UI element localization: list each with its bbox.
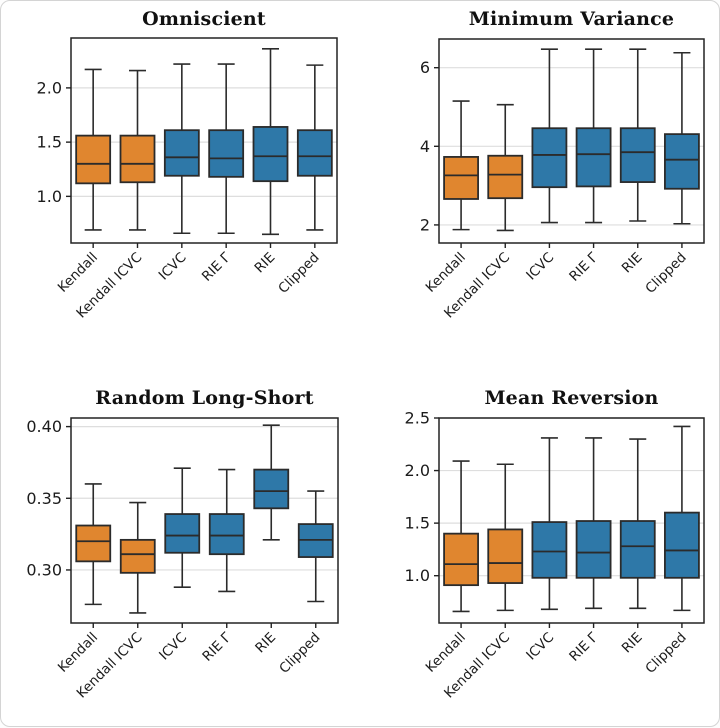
- axes-spine: [438, 38, 705, 244]
- axes-spine: [438, 417, 705, 624]
- ytick-label: 2.0: [405, 461, 430, 480]
- box-RIE: [253, 424, 290, 541]
- ytick-label: 0.30: [26, 560, 62, 579]
- box-ICVC: [531, 48, 568, 224]
- iqr-box: [487, 154, 524, 200]
- xtick-label: RIE: [619, 630, 646, 657]
- xtick-label: RIE: [619, 250, 646, 277]
- ytick-label: 2: [420, 215, 430, 234]
- xtick-label: RIE Γ: [566, 629, 601, 664]
- box-Kendall ICVC: [487, 103, 524, 232]
- box-RIE Γ: [208, 63, 245, 235]
- axes-spine: [70, 37, 338, 244]
- ytick-label: 2.5: [405, 409, 430, 428]
- iqr-box: [119, 538, 156, 574]
- iqr-box: [253, 468, 290, 510]
- iqr-box: [252, 126, 289, 183]
- xtick-label: ICVC: [156, 630, 190, 664]
- box-Kendall: [75, 68, 112, 231]
- box-ICVC: [164, 467, 201, 588]
- iqr-box: [75, 524, 112, 563]
- box-Kendall ICVC: [487, 463, 524, 612]
- xtick-label: ICVC: [523, 630, 557, 664]
- xtick-label: ICVC: [156, 250, 190, 284]
- box-ICVC: [531, 437, 568, 611]
- iqr-box: [443, 532, 479, 587]
- subplot-title-minimum-variance: Minimum Variance: [468, 8, 675, 30]
- box-RIE: [619, 48, 656, 222]
- box-Kendall: [443, 100, 479, 231]
- xtick-label: RIE Γ: [566, 249, 601, 284]
- ytick-label: 1.5: [37, 133, 62, 152]
- box-RIE: [619, 438, 656, 610]
- box-RIE Γ: [575, 437, 612, 610]
- iqr-box: [296, 129, 333, 177]
- xtick-label: RIE Γ: [199, 249, 234, 284]
- iqr-box: [75, 134, 112, 185]
- box-RIE Γ: [208, 468, 245, 593]
- xtick-label: Clipped: [642, 250, 689, 297]
- box-Kendall ICVC: [119, 501, 156, 614]
- ytick-label: 1.0: [405, 566, 430, 585]
- iqr-box: [208, 513, 245, 556]
- box-Clipped: [296, 64, 333, 231]
- ytick-label: 2.0: [37, 78, 62, 97]
- iqr-box: [163, 129, 200, 177]
- xtick-label: RIE Γ: [199, 629, 234, 664]
- iqr-box: [119, 134, 156, 184]
- box-RIE: [252, 48, 289, 236]
- iqr-box: [664, 511, 700, 579]
- iqr-box: [619, 127, 656, 183]
- ytick-label: 1.0: [37, 187, 62, 206]
- xtick-label: Clipped: [642, 630, 689, 677]
- xtick-label: Clipped: [275, 250, 322, 297]
- iqr-box: [664, 133, 700, 190]
- box-Clipped: [664, 51, 700, 225]
- ytick-label: 4: [420, 137, 430, 156]
- box-ICVC: [163, 63, 200, 235]
- ytick-label: 0.35: [26, 489, 62, 508]
- ytick-label: 6: [420, 58, 430, 77]
- box-Clipped: [664, 425, 700, 612]
- ytick-label: 0.40: [26, 417, 62, 436]
- iqr-box: [487, 528, 524, 584]
- box-Kendall: [75, 483, 112, 606]
- iqr-box: [443, 156, 479, 200]
- ytick-label: 1.5: [405, 514, 430, 533]
- subplot-title-omniscient: Omniscient: [142, 8, 266, 30]
- xtick-label: ICVC: [523, 250, 557, 284]
- iqr-box: [575, 127, 612, 188]
- box-Kendall: [443, 460, 479, 613]
- box-RIE Γ: [575, 48, 612, 224]
- xtick-label: RIE: [252, 630, 279, 657]
- iqr-box: [164, 513, 201, 554]
- axes-spine: [70, 417, 339, 624]
- subplot-title-mean-reversion: Mean Reversion: [484, 387, 659, 409]
- iqr-box: [531, 127, 568, 189]
- box-Clipped: [297, 490, 334, 603]
- iqr-box: [531, 521, 568, 579]
- iqr-box: [208, 129, 245, 178]
- iqr-box: [619, 520, 656, 579]
- box-Kendall ICVC: [119, 69, 156, 231]
- iqr-box: [575, 520, 612, 579]
- xtick-label: RIE: [252, 250, 279, 277]
- xtick-label: Clipped: [276, 630, 323, 677]
- subplot-title-random-long-short: Random Long-Short: [95, 387, 314, 409]
